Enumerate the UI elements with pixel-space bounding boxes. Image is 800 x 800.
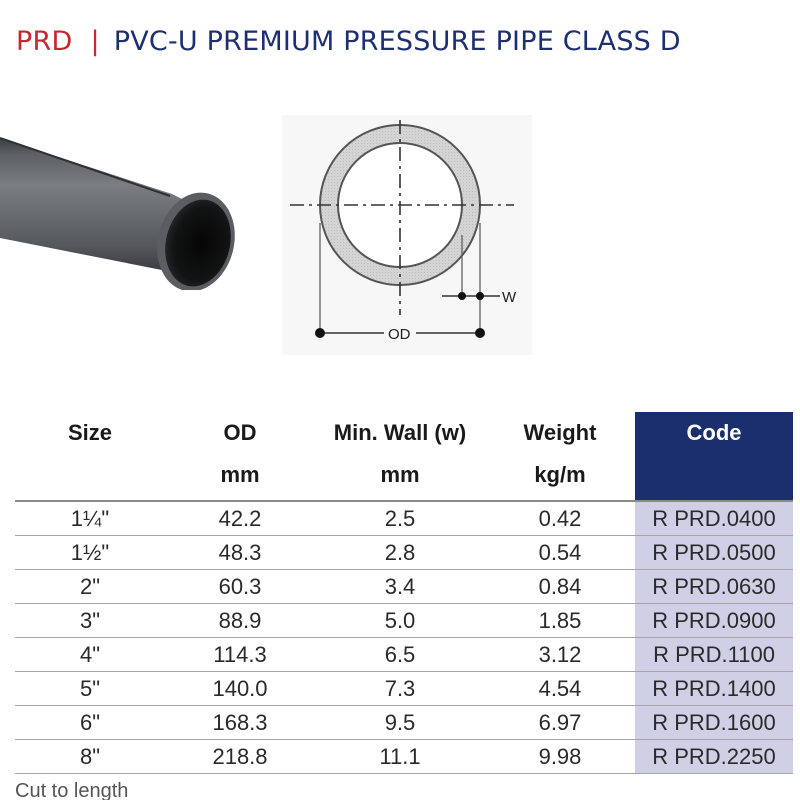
cell-weight: 9.98 bbox=[538, 743, 582, 769]
table-row: 1½" 48.3 2.8 0.54 R PRD.0500 bbox=[15, 535, 793, 570]
cell-weight: 3.12 bbox=[538, 641, 582, 667]
spec-table: Size OD Min. Wall (w) Weight Code mm mm … bbox=[15, 412, 793, 774]
cell-size: 1½" bbox=[70, 539, 110, 565]
cell-weight: 0.42 bbox=[538, 505, 582, 531]
table-row: 8" 218.8 11.1 9.98 R PRD.2250 bbox=[15, 739, 793, 774]
cell-size: 8" bbox=[79, 743, 101, 769]
cell-od: 218.8 bbox=[212, 743, 268, 769]
cell-code: R PRD.0500 bbox=[635, 535, 793, 570]
title-separator: | bbox=[90, 26, 100, 57]
table-row: 1¼" 42.2 2.5 0.42 R PRD.0400 bbox=[15, 501, 793, 536]
cell-code: R PRD.1100 bbox=[635, 637, 793, 672]
cell-code: R PRD.1600 bbox=[635, 705, 793, 740]
header-size: Size bbox=[67, 420, 113, 445]
cell-code: R PRD.0630 bbox=[635, 569, 793, 604]
header-code: Code bbox=[635, 412, 793, 501]
cell-size: 2" bbox=[79, 573, 101, 599]
cell-od: 48.3 bbox=[218, 539, 262, 565]
cell-code: R PRD.0900 bbox=[635, 603, 793, 638]
cell-od: 140.0 bbox=[212, 675, 268, 701]
cell-od: 42.2 bbox=[218, 505, 262, 531]
cell-code: R PRD.0400 bbox=[635, 501, 793, 536]
cell-size: 3" bbox=[79, 607, 101, 633]
unit-weight: kg/m bbox=[534, 462, 586, 487]
cell-wall: 11.1 bbox=[379, 743, 421, 769]
cell-wall: 9.5 bbox=[384, 709, 416, 735]
brand-label: PRD bbox=[16, 26, 73, 57]
cell-weight: 1.85 bbox=[538, 607, 582, 633]
cell-weight: 0.84 bbox=[538, 573, 582, 599]
table-row: 4" 114.3 6.5 3.12 R PRD.1100 bbox=[15, 637, 793, 672]
pvc-pipe-photo-icon bbox=[0, 137, 235, 290]
cell-wall: 7.3 bbox=[384, 675, 416, 701]
cell-size: 1¼" bbox=[70, 505, 110, 531]
product-title: PVC-U PREMIUM PRESSURE PIPE CLASS D bbox=[113, 26, 681, 57]
cell-weight: 0.54 bbox=[538, 539, 582, 565]
cell-wall: 2.8 bbox=[384, 539, 416, 565]
table-row: 3" 88.9 5.0 1.85 R PRD.0900 bbox=[15, 603, 793, 638]
cell-wall: 2.5 bbox=[384, 505, 416, 531]
cell-od: 60.3 bbox=[218, 573, 262, 599]
header-od: OD bbox=[223, 420, 257, 445]
footer-note: Cut to length bbox=[15, 780, 129, 800]
pipe-cross-section-diagram-icon: W OD bbox=[282, 115, 532, 355]
table-row: 5" 140.0 7.3 4.54 R PRD.1400 bbox=[15, 671, 793, 706]
cell-od: 114.3 bbox=[213, 641, 267, 667]
wall-label: W bbox=[502, 289, 517, 306]
cell-weight: 6.97 bbox=[538, 709, 582, 735]
od-label: OD bbox=[388, 326, 411, 343]
cell-code: R PRD.2250 bbox=[635, 739, 793, 774]
header-min-wall: Min. Wall (w) bbox=[333, 420, 467, 445]
cell-od: 168.3 bbox=[212, 709, 268, 735]
unit-min-wall: mm bbox=[380, 462, 420, 487]
unit-od: mm bbox=[220, 462, 260, 487]
header-weight: Weight bbox=[523, 420, 597, 445]
cell-od: 88.9 bbox=[218, 607, 262, 633]
page-title: PRD | PVC-U PREMIUM PRESSURE PIPE CLASS D bbox=[16, 26, 681, 57]
cell-size: 5" bbox=[79, 675, 101, 701]
table-row: 6" 168.3 9.5 6.97 R PRD.1600 bbox=[15, 705, 793, 740]
cell-size: 6" bbox=[79, 709, 101, 735]
cell-wall: 3.4 bbox=[384, 573, 416, 599]
table-row: 2" 60.3 3.4 0.84 R PRD.0630 bbox=[15, 569, 793, 604]
cell-wall: 6.5 bbox=[384, 641, 416, 667]
cell-weight: 4.54 bbox=[538, 675, 582, 701]
cell-size: 4" bbox=[79, 641, 101, 667]
cell-code: R PRD.1400 bbox=[635, 671, 793, 706]
unit-size bbox=[15, 460, 165, 501]
cell-wall: 5.0 bbox=[384, 607, 416, 633]
